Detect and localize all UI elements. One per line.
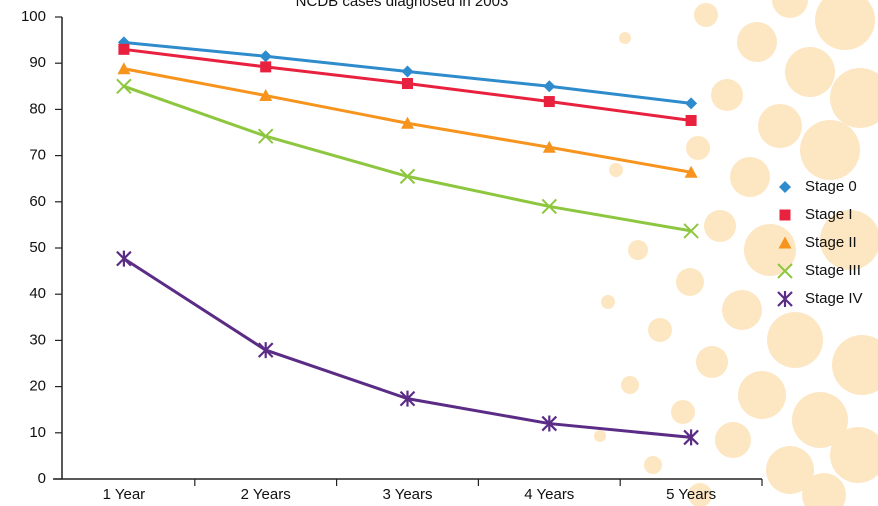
y-tick-label: 70 — [29, 147, 46, 164]
marker — [684, 165, 698, 178]
legend-label: Stage 0 — [805, 178, 857, 195]
marker — [683, 223, 699, 239]
chart-title: NCDB cases diagnosed in 2003 — [296, 0, 509, 10]
marker — [543, 80, 556, 93]
marker — [401, 65, 414, 78]
series-line — [123, 257, 692, 439]
y-tick-label: 60 — [29, 193, 46, 210]
y-tick-label: 50 — [29, 239, 46, 256]
y-tick-label: 0 — [38, 470, 46, 487]
marker — [259, 50, 272, 63]
marker — [401, 116, 414, 129]
legend-label: Stage II — [805, 234, 857, 251]
x-tick-label: 4 Years — [524, 486, 574, 503]
marker — [402, 78, 413, 90]
legend-marker — [779, 181, 791, 193]
marker — [541, 415, 558, 432]
marker — [683, 429, 699, 446]
x-tick-label: 1 Year — [103, 486, 146, 503]
y-tick-label: 100 — [21, 8, 46, 25]
legend-label: Stage I — [805, 206, 853, 223]
marker — [118, 43, 130, 55]
y-tick-label: 80 — [29, 100, 46, 117]
x-tick-label: 5 Years — [666, 486, 716, 503]
marker — [116, 250, 132, 267]
marker — [399, 168, 416, 185]
legend-marker — [779, 209, 791, 221]
legend-marker — [777, 263, 793, 279]
marker — [116, 78, 132, 95]
marker — [542, 140, 556, 153]
background-decoration — [594, 0, 878, 506]
marker — [117, 62, 131, 75]
legend-label: Stage IV — [805, 290, 863, 307]
y-tick-label: 90 — [29, 54, 46, 71]
legend-marker — [777, 291, 793, 307]
marker — [541, 198, 558, 215]
marker — [260, 61, 272, 73]
y-tick-label: 20 — [29, 378, 46, 395]
legend-marker — [778, 236, 792, 249]
x-tick-label: 3 Years — [382, 486, 432, 503]
marker — [543, 96, 555, 108]
marker — [399, 390, 416, 407]
x-tick-label: 2 Years — [241, 486, 291, 503]
marker — [257, 128, 274, 144]
marker — [257, 342, 274, 359]
marker — [685, 97, 698, 110]
marker — [685, 114, 697, 126]
y-tick-label: 30 — [29, 331, 46, 348]
legend-label: Stage III — [805, 262, 861, 279]
y-tick-label: 10 — [29, 424, 46, 441]
marker — [259, 89, 273, 102]
y-tick-label: 40 — [29, 285, 46, 302]
